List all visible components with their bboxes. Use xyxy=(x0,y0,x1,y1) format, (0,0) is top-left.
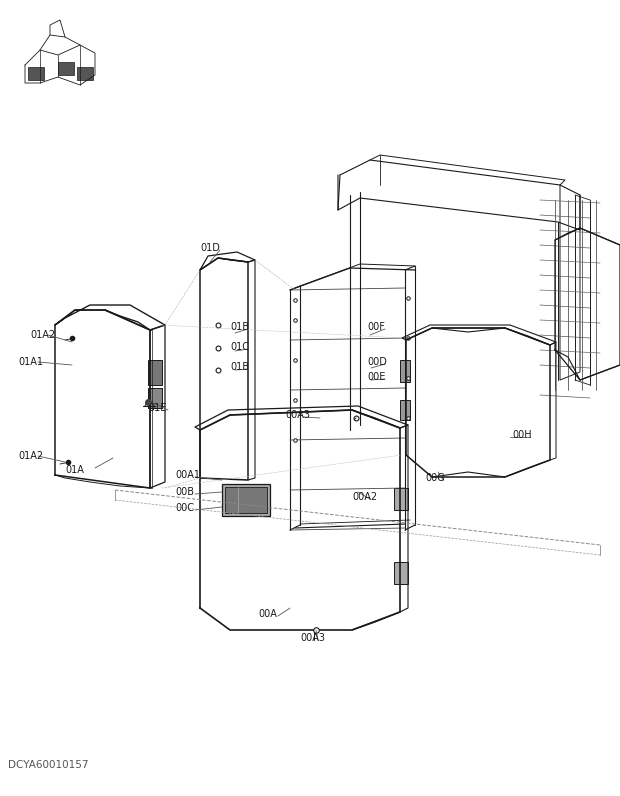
Bar xyxy=(58,62,74,75)
Bar xyxy=(77,67,93,80)
Text: 00H: 00H xyxy=(512,430,531,440)
Text: 00F: 00F xyxy=(367,322,385,332)
Text: 00A2: 00A2 xyxy=(352,492,377,502)
Bar xyxy=(148,388,162,408)
Text: 01D: 01D xyxy=(200,243,220,253)
Text: 00D: 00D xyxy=(367,357,387,367)
Text: 00B: 00B xyxy=(175,487,194,497)
Text: 00E: 00E xyxy=(367,372,386,382)
Text: 01C: 01C xyxy=(230,342,249,352)
Text: 01B: 01B xyxy=(230,322,249,332)
Text: 00G: 00G xyxy=(425,473,445,483)
Text: 01A2: 01A2 xyxy=(18,451,43,461)
Bar xyxy=(222,484,270,516)
Text: 00C: 00C xyxy=(175,503,194,513)
Text: 01B: 01B xyxy=(230,362,249,372)
Text: 00A3: 00A3 xyxy=(285,410,310,420)
Text: 01A2: 01A2 xyxy=(30,330,55,340)
Bar xyxy=(225,487,267,513)
Bar xyxy=(148,360,162,385)
Text: 00A3: 00A3 xyxy=(300,633,325,643)
Bar xyxy=(400,360,410,382)
Text: 01A1: 01A1 xyxy=(18,357,43,367)
Bar xyxy=(394,562,408,584)
Bar xyxy=(28,67,44,80)
Text: 00A1: 00A1 xyxy=(175,470,200,480)
Bar xyxy=(400,400,410,420)
Text: DCYA60010157: DCYA60010157 xyxy=(8,760,89,770)
Text: 00A: 00A xyxy=(258,609,277,619)
Bar xyxy=(394,488,408,510)
Text: 01A: 01A xyxy=(65,465,84,475)
Text: 01E: 01E xyxy=(148,403,166,413)
